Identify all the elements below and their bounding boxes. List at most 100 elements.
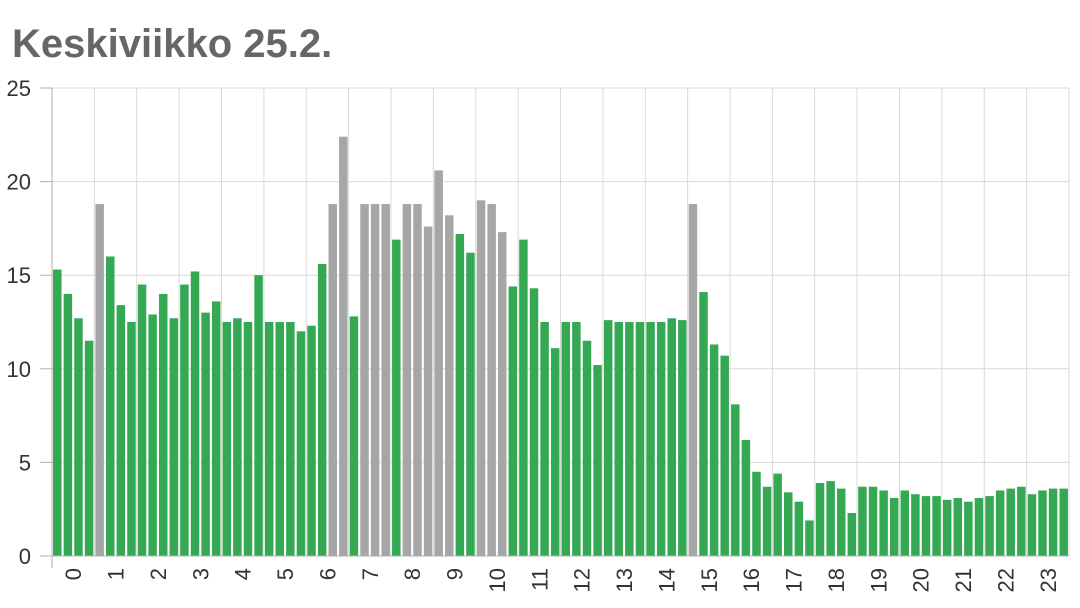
bar [413,204,422,556]
bar [720,355,729,556]
bar [762,486,772,556]
y-tick-label: 25 [7,76,31,101]
x-tick-label: 9 [443,568,468,580]
bar [466,252,475,556]
bar [381,204,390,556]
bar [540,322,549,556]
bar [106,256,115,556]
bar [190,271,200,556]
bar [402,204,412,556]
bar [148,314,157,556]
bar [497,232,507,557]
bar [84,340,94,556]
x-tick-label: 19 [866,568,891,592]
bar [339,136,348,556]
x-tick-label: 7 [358,568,383,580]
bar [603,320,613,556]
bar [561,322,571,556]
bar [805,520,814,556]
x-tick-label: 8 [400,568,425,580]
x-tick-label: 17 [782,568,807,592]
bar [942,499,952,556]
bar [625,322,634,556]
bar [1027,494,1037,556]
bar [392,239,401,556]
x-tick-label: 12 [570,568,595,592]
bar [264,322,274,556]
bar [222,322,232,556]
x-tick-label: 10 [485,568,510,592]
bar [1006,488,1015,556]
page-title: Keskiviikko 25.2. [12,22,333,66]
bar [995,490,1005,556]
bar [974,497,984,556]
bar [921,496,931,556]
bar [964,501,973,556]
x-tick-label: 3 [188,568,213,580]
bar [211,301,221,556]
bar [985,496,994,556]
bar [201,312,210,556]
bar [1059,488,1068,556]
x-tick-label: 13 [612,568,637,592]
bar [773,473,782,556]
bar [53,269,62,556]
chart-axes [40,87,1069,568]
bar [784,492,793,556]
bar [635,322,645,556]
bar [911,494,920,556]
chart-bars [53,136,1068,557]
x-tick-label: 2 [146,568,171,580]
bar [1038,490,1047,556]
bar [826,481,835,556]
bar [593,365,602,556]
bar [275,322,285,556]
chart-grid [52,87,1070,557]
bar [169,318,179,556]
y-tick-label: 15 [7,263,31,288]
bar [667,318,676,556]
y-tick-label: 10 [7,357,31,382]
bar [476,200,486,556]
bar [254,275,263,556]
bar [614,322,624,556]
bar [879,490,888,556]
bar [847,512,857,556]
x-tick-label: 22 [993,568,1018,592]
x-tick-label: 11 [527,568,552,591]
x-tick-label: 6 [315,568,340,580]
bar [815,482,825,556]
y-tick-label: 20 [7,170,31,195]
x-tick-label: 5 [273,568,298,580]
bar [158,293,168,556]
bar [1048,488,1058,556]
bar [307,325,316,556]
x-tick-label: 15 [697,568,722,592]
bar [889,497,899,556]
bar [688,204,698,556]
bar [349,316,359,556]
x-tick-label: 4 [231,568,256,580]
bar [74,318,83,556]
bar [423,226,433,556]
bar [360,204,369,556]
x-tick-label: 18 [824,568,849,592]
bar [63,293,73,556]
x-axis-ticks: 0 1 2 3 4 5 6 7 8 9 10 11 12 13 14 15 16 17 18 19 20 21 22 23 [61,568,1061,592]
bar [656,322,666,556]
x-tick-label: 0 [61,568,86,580]
y-tick-label: 0 [19,544,31,569]
bar [731,404,740,556]
bar [328,204,337,556]
bar [529,288,539,556]
bar [953,497,963,556]
bar [519,239,528,556]
bar [127,322,136,556]
x-tick-label: 20 [909,568,934,592]
bar [752,471,761,556]
bar [137,284,147,556]
bar [233,318,242,556]
x-tick-label: 23 [1036,568,1061,592]
bar [445,215,454,556]
